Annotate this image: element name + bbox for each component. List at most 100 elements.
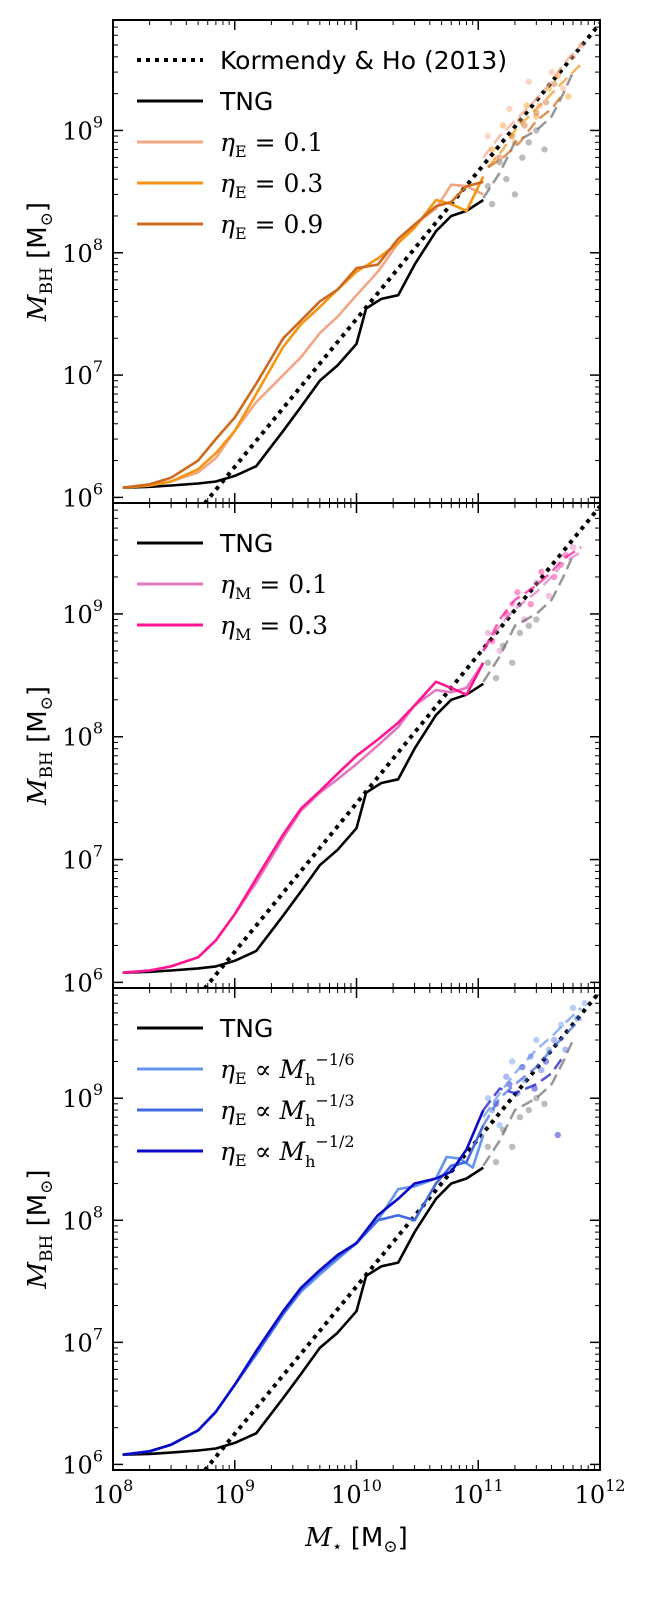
scatter-point bbox=[496, 154, 503, 161]
y-tick-exp: 9 bbox=[93, 596, 103, 615]
x-tick-label: 1011 bbox=[453, 1476, 504, 1509]
scatter-point bbox=[574, 1015, 581, 1022]
y-label-sub: BH bbox=[37, 1235, 57, 1262]
x-tick-exp: 9 bbox=[245, 1476, 255, 1495]
legend-eta: η bbox=[220, 570, 235, 599]
legend-prop: ∝ bbox=[247, 1055, 280, 1084]
y-tick-label: 107 bbox=[62, 842, 103, 875]
scatter-point bbox=[569, 543, 577, 551]
y-tick-label: 108 bbox=[62, 719, 103, 752]
scatter-point bbox=[514, 589, 521, 596]
legend-sub2: h bbox=[305, 1111, 315, 1130]
scatter-point bbox=[516, 629, 524, 637]
x-tick-label: 1010 bbox=[331, 1476, 382, 1509]
legend-text-plain: Kormendy & Ho (2013) bbox=[220, 46, 507, 75]
legend-sub: E bbox=[235, 183, 247, 202]
legend-label: ηE ∝ Mh−1/3 bbox=[220, 1091, 355, 1130]
scatter-point bbox=[550, 573, 558, 581]
legend-sup: −1/6 bbox=[315, 1050, 354, 1069]
high-mass-series-line bbox=[482, 554, 575, 683]
high-mass-series-line bbox=[482, 44, 583, 159]
scatter-point bbox=[499, 122, 507, 129]
scatter-point bbox=[492, 674, 500, 682]
legend-text-plain: TNG bbox=[219, 87, 273, 116]
legend-sub: M bbox=[235, 625, 251, 644]
x-label-close: ] bbox=[398, 1523, 408, 1553]
scatter-point bbox=[542, 99, 550, 106]
series-line bbox=[122, 1166, 485, 1456]
y-label-unit: [M bbox=[23, 710, 53, 751]
y-tick-base: 10 bbox=[62, 1329, 93, 1357]
legend-label: ηE ∝ Mh−1/6 bbox=[220, 1050, 355, 1089]
x-tick-exp: 12 bbox=[605, 1476, 625, 1495]
y-tick-base: 10 bbox=[62, 969, 93, 997]
legend-eta: η bbox=[220, 1096, 235, 1125]
scatter-point bbox=[519, 154, 526, 161]
kormendy-ho-line bbox=[202, 505, 600, 988]
y-tick-label: 108 bbox=[62, 1202, 103, 1235]
scatter-point bbox=[484, 132, 492, 140]
legend-label: ηE = 0.9 bbox=[220, 210, 323, 243]
scatter-point bbox=[533, 579, 540, 586]
series-line bbox=[122, 198, 485, 489]
legend-eta: η bbox=[220, 210, 235, 239]
legend-prop: ∝ bbox=[247, 1096, 280, 1125]
scatter-point bbox=[484, 1143, 492, 1151]
y-tick-label: 108 bbox=[62, 235, 103, 268]
y-tick-label: 109 bbox=[62, 112, 103, 145]
y-tick-label: 109 bbox=[62, 1080, 103, 1113]
scatter-point bbox=[503, 1073, 510, 1080]
scatter-point bbox=[538, 1066, 545, 1074]
scatter-point bbox=[538, 568, 545, 576]
legend-sub: M bbox=[235, 584, 251, 603]
scatter-point bbox=[503, 175, 510, 183]
x-label-sub: ⋆ bbox=[332, 1537, 343, 1557]
y-tick-exp: 6 bbox=[93, 479, 103, 498]
legend-label: ηE = 0.1 bbox=[220, 128, 323, 161]
x-tick-exp: 8 bbox=[123, 1476, 133, 1495]
high-mass-series-line bbox=[482, 71, 575, 199]
panel-frame bbox=[112, 987, 601, 1471]
y-tick-label: 107 bbox=[62, 1324, 103, 1357]
y-tick-exp: 7 bbox=[93, 842, 103, 861]
y-tick-base: 10 bbox=[62, 362, 93, 390]
y-tick-label: 107 bbox=[62, 357, 103, 390]
scatter-point bbox=[488, 200, 496, 208]
panel-frame bbox=[112, 502, 601, 989]
series-line bbox=[122, 180, 484, 489]
y-tick-base: 10 bbox=[62, 240, 93, 268]
y-tick-base: 10 bbox=[62, 1207, 93, 1235]
legend-sup: −1/3 bbox=[315, 1091, 354, 1110]
x-label-unit: [M bbox=[343, 1523, 384, 1553]
scatter-point bbox=[533, 1036, 540, 1044]
y-label-main: M bbox=[23, 1261, 53, 1290]
plot-area bbox=[122, 990, 600, 1470]
legend-label: TNG bbox=[219, 1014, 273, 1043]
legend-sub: E bbox=[235, 142, 247, 161]
legend-label: TNG bbox=[219, 87, 273, 116]
legend-m: M bbox=[278, 1096, 306, 1125]
y-axis-label: MBH [M⊙] bbox=[23, 1169, 57, 1289]
legend-rest: = 0.1 bbox=[251, 570, 328, 599]
scatter-point bbox=[550, 80, 558, 88]
y-axis-label: MBH [M⊙] bbox=[23, 686, 57, 806]
legend-sub: E bbox=[235, 1110, 247, 1129]
legend-sub2: h bbox=[305, 1152, 315, 1171]
scatter-point bbox=[565, 93, 572, 100]
x-axis-label: M⋆ [M⊙] bbox=[304, 1523, 408, 1557]
scatter-point bbox=[496, 1122, 503, 1129]
scatter-point bbox=[541, 1100, 548, 1108]
y-tick-label: 106 bbox=[62, 1446, 103, 1479]
x-tick-label: 108 bbox=[93, 1476, 134, 1509]
scatter-point bbox=[525, 78, 532, 85]
x-label-unit-sub: ⊙ bbox=[383, 1537, 397, 1557]
scatter-point bbox=[533, 113, 540, 120]
series-line bbox=[122, 1109, 485, 1456]
x-tick-base: 10 bbox=[214, 1481, 245, 1509]
scatter-point bbox=[488, 637, 496, 645]
x-tick-base: 10 bbox=[331, 1481, 362, 1509]
series-line bbox=[122, 175, 485, 489]
high-mass-series-line bbox=[482, 550, 582, 652]
y-label-unit: [M bbox=[23, 226, 53, 267]
